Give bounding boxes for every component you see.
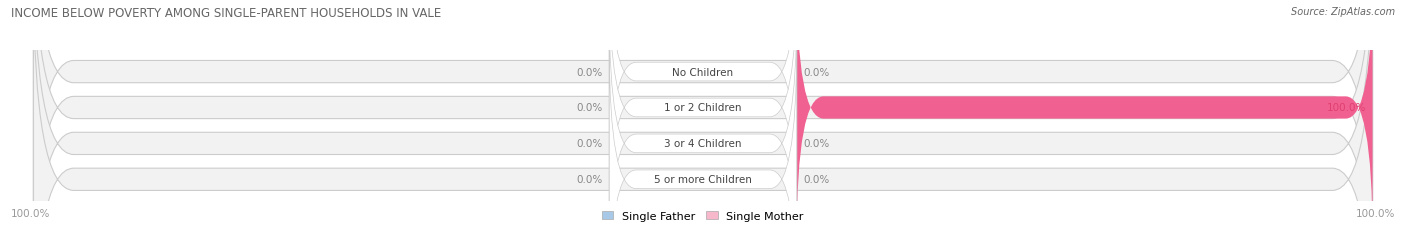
FancyBboxPatch shape: [609, 0, 797, 231]
FancyBboxPatch shape: [34, 0, 1372, 231]
Text: 1 or 2 Children: 1 or 2 Children: [664, 103, 742, 113]
Text: 0.0%: 0.0%: [803, 139, 830, 149]
Text: 3 or 4 Children: 3 or 4 Children: [664, 139, 742, 149]
Text: 0.0%: 0.0%: [803, 175, 830, 185]
Text: 0.0%: 0.0%: [803, 67, 830, 77]
Text: Source: ZipAtlas.com: Source: ZipAtlas.com: [1291, 7, 1395, 17]
Text: 0.0%: 0.0%: [576, 139, 603, 149]
FancyBboxPatch shape: [609, 46, 797, 231]
FancyBboxPatch shape: [34, 0, 1372, 231]
Text: 5 or more Children: 5 or more Children: [654, 175, 752, 185]
Text: 100.0%: 100.0%: [1326, 103, 1365, 113]
Text: 0.0%: 0.0%: [576, 103, 603, 113]
Legend: Single Father, Single Mother: Single Father, Single Mother: [598, 207, 808, 225]
FancyBboxPatch shape: [34, 0, 1372, 231]
Text: 100.0%: 100.0%: [11, 208, 51, 218]
Text: 0.0%: 0.0%: [576, 67, 603, 77]
FancyBboxPatch shape: [609, 0, 797, 206]
Text: No Children: No Children: [672, 67, 734, 77]
FancyBboxPatch shape: [609, 10, 797, 231]
FancyBboxPatch shape: [797, 0, 1372, 231]
Text: INCOME BELOW POVERTY AMONG SINGLE-PARENT HOUSEHOLDS IN VALE: INCOME BELOW POVERTY AMONG SINGLE-PARENT…: [11, 7, 441, 20]
Text: 0.0%: 0.0%: [576, 175, 603, 185]
Text: 100.0%: 100.0%: [1355, 208, 1395, 218]
FancyBboxPatch shape: [34, 0, 1372, 231]
